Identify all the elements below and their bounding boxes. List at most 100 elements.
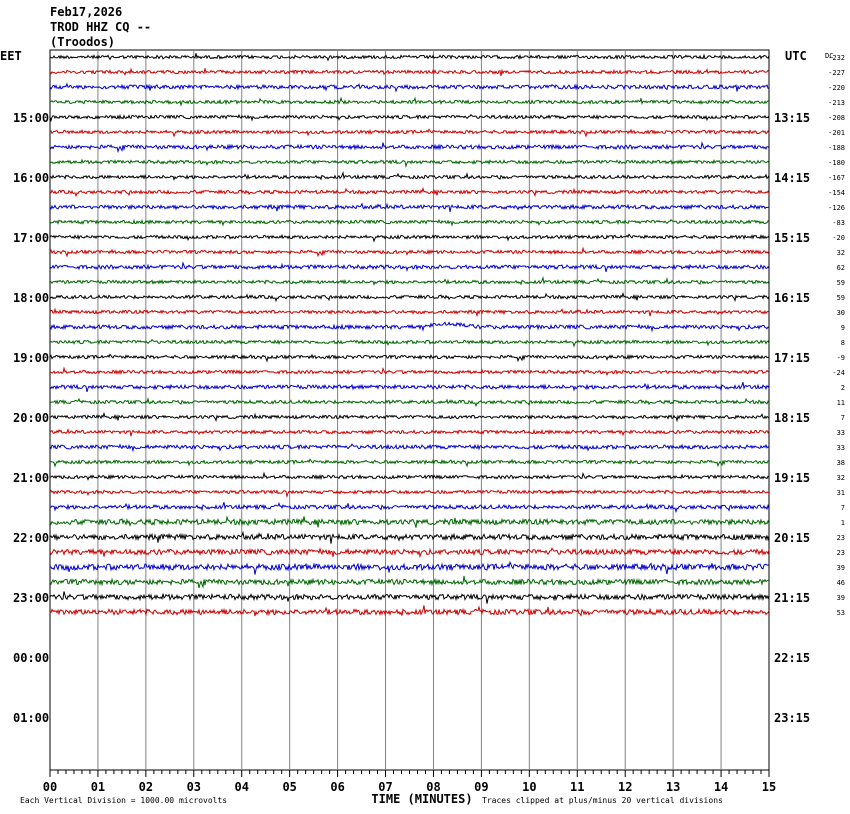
right-hour-label: 17:15 (774, 351, 810, 365)
x-tick-label: 03 (187, 780, 201, 794)
trace-36 (49, 575, 769, 589)
dc-offset: 7 (841, 414, 845, 422)
dc-offset: 9 (841, 324, 845, 332)
dc-offset: 39 (837, 594, 845, 602)
x-tick-label: 06 (330, 780, 344, 794)
dc-offset: 11 (837, 399, 845, 407)
dc-offset: 33 (837, 444, 845, 452)
dc-offset: -167 (828, 174, 845, 182)
x-tick-label: 01 (91, 780, 105, 794)
trace-4 (49, 96, 770, 107)
trace-33 (49, 530, 770, 544)
trace-28 (49, 458, 770, 468)
left-hour-label: 19:00 (13, 351, 49, 365)
right-hour-label: 13:15 (774, 111, 810, 125)
x-tick-label: 09 (474, 780, 488, 794)
left-hour-label: 15:00 (13, 111, 49, 125)
dc-offset: 59 (837, 279, 845, 287)
dc-offset: 62 (837, 264, 845, 272)
trace-29 (50, 471, 770, 481)
dc-offset: -83 (832, 219, 845, 227)
right-hour-label: 14:15 (774, 171, 810, 185)
dc-offset: 2 (841, 384, 845, 392)
right-hour-label: 18:15 (774, 411, 810, 425)
right-hour-label: 19:15 (774, 471, 810, 485)
trace-35 (50, 560, 770, 575)
dc-offset: 46 (837, 579, 845, 587)
left-hour-label: 20:00 (13, 411, 49, 425)
trace-30 (49, 489, 770, 499)
x-tick-label: 07 (378, 780, 392, 794)
dc-offset: -201 (828, 129, 845, 137)
trace-9 (49, 171, 770, 181)
x-tick-label: 12 (618, 780, 632, 794)
right-hour-label: 15:15 (774, 231, 810, 245)
trace-1 (49, 53, 770, 62)
trace-27 (49, 443, 770, 453)
trace-37 (49, 591, 770, 604)
trace-22 (49, 366, 770, 377)
dc-offset: -154 (828, 189, 845, 197)
x-tick-label: 00 (43, 780, 57, 794)
dc-offset: 7 (841, 504, 845, 512)
dc-header: DC (825, 52, 833, 60)
x-tick-label: 05 (282, 780, 296, 794)
x-tick-label: 11 (570, 780, 584, 794)
dc-offset: -208 (828, 114, 845, 122)
dc-offset: 33 (837, 429, 845, 437)
right-hour-label: 23:15 (774, 711, 810, 725)
trace-3 (49, 82, 769, 93)
left-hour-label: 18:00 (13, 291, 49, 305)
right-hour-label: 21:15 (774, 591, 810, 605)
x-tick-label: 15 (762, 780, 776, 794)
trace-38 (49, 605, 770, 617)
trace-21 (49, 353, 770, 363)
left-timezone-label: EET (0, 49, 22, 63)
left-hour-label: 22:00 (13, 531, 49, 545)
dc-offset: 32 (837, 474, 845, 482)
plot-frame (49, 49, 770, 771)
trace-18 (49, 307, 770, 318)
date-label: Feb17,2026 (50, 5, 123, 19)
trace-16 (49, 276, 770, 286)
left-hour-label: 21:00 (13, 471, 49, 485)
trace-11 (49, 202, 769, 213)
dc-offset: 31 (837, 489, 845, 497)
trace-26 (49, 428, 770, 437)
trace-10 (49, 186, 770, 198)
dc-offset: -188 (828, 144, 845, 152)
right-hour-label: 16:15 (774, 291, 810, 305)
trace-6 (49, 128, 770, 138)
trace-34 (49, 546, 770, 559)
dc-offset: 39 (837, 564, 845, 572)
left-hour-label: 00:00 (13, 651, 49, 665)
trace-2 (49, 67, 770, 76)
trace-17 (49, 291, 770, 303)
dc-offset: 53 (837, 609, 845, 617)
trace-23 (49, 382, 770, 393)
x-tick-label: 13 (666, 780, 680, 794)
trace-8 (49, 158, 770, 169)
dc-offset: 30 (837, 309, 845, 317)
dc-offset: -213 (828, 99, 845, 107)
trace-14 (49, 246, 770, 258)
dc-offset: -24 (832, 369, 845, 377)
dc-offset: 38 (837, 459, 845, 467)
station-label: TROD HHZ CQ -- (50, 20, 152, 34)
trace-5 (49, 113, 770, 123)
dc-offset: 59 (837, 294, 845, 302)
left-hour-label: 17:00 (13, 231, 49, 245)
left-hour-label: 01:00 (13, 711, 49, 725)
trace-13 (49, 233, 770, 243)
x-tick-label: 08 (426, 780, 440, 794)
x-tick-label: 04 (235, 780, 249, 794)
dc-offset: 23 (837, 534, 845, 542)
x-tick-label: 02 (139, 780, 153, 794)
x-tick-label: 14 (714, 780, 728, 794)
dc-offset: 23 (837, 549, 845, 557)
dc-offset: -227 (828, 69, 845, 77)
dc-offset: -220 (828, 84, 845, 92)
trace-15 (49, 261, 770, 273)
dc-offset: 8 (841, 339, 845, 347)
clip-note: Traces clipped at plus/minus 20 vertical… (482, 796, 723, 805)
